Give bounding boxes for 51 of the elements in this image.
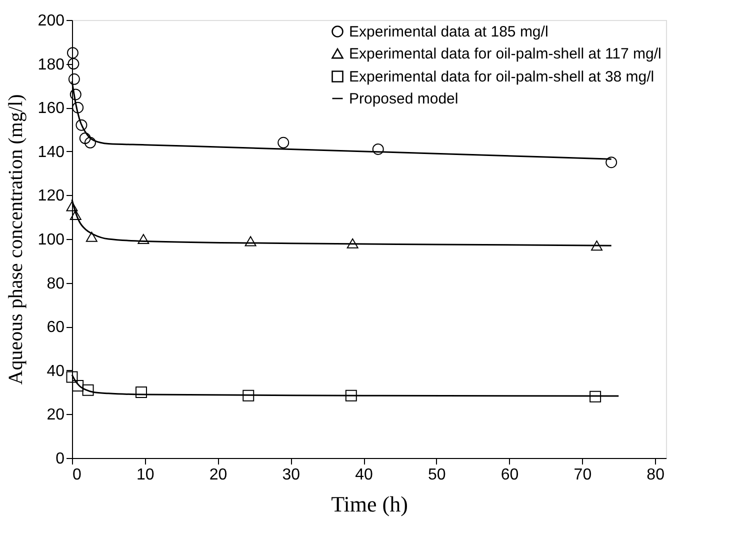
x-tick-label: 60 [500, 466, 519, 484]
legend-label: Experimental data for oil-palm-shell at 117 mg/l [349, 46, 662, 62]
legend-label: Experimental data at 185 mg/l [349, 24, 548, 40]
point [345, 390, 357, 402]
point [66, 371, 78, 383]
y-tick-label: 180 [38, 56, 65, 74]
x-axis-title: Time (h) [331, 492, 408, 516]
point [86, 232, 98, 242]
point [606, 156, 618, 168]
point [76, 119, 88, 131]
point [138, 234, 150, 244]
y-tick-label: 60 [46, 319, 65, 336]
x-tick-label: 70 [574, 466, 592, 484]
x-tick-label: 10 [136, 466, 154, 484]
legend-label: Proposed model [349, 90, 458, 108]
point [372, 143, 384, 155]
y-tick-label: 100 [38, 232, 65, 248]
y-tick-label: 40 [46, 362, 65, 380]
point [68, 73, 80, 85]
y-tick-label: 200 [38, 12, 65, 30]
point [346, 238, 358, 248]
point [84, 136, 96, 148]
legend-label: Experimental data for oil-palm-shell at 38 mg/l [349, 68, 654, 86]
point [70, 88, 82, 100]
point [590, 390, 602, 402]
point [135, 386, 147, 398]
point [244, 236, 256, 246]
x-tick-label: 80 [646, 466, 665, 484]
point [72, 102, 84, 114]
y-axis-title: Aqueous phase concentration (mg/l) [4, 94, 27, 385]
point [66, 201, 78, 212]
y-tick-label: 80 [46, 275, 65, 292]
y-tick-label: 140 [38, 144, 65, 161]
x-tick-label: 40 [355, 466, 374, 484]
y-tick-label: 20 [46, 406, 65, 424]
point [591, 240, 603, 251]
point [242, 390, 254, 402]
x-tick-label: 30 [282, 466, 300, 484]
point [72, 380, 84, 392]
point [79, 132, 91, 144]
point [278, 136, 290, 148]
y-tick-label: 0 [56, 450, 65, 468]
point [82, 384, 94, 396]
y-tick-label: 160 [38, 100, 65, 118]
y-tick-label: 120 [38, 188, 65, 205]
point [70, 210, 82, 220]
x-tick-label: 20 [209, 466, 228, 484]
x-tick-label: 0 [72, 466, 82, 484]
x-tick-label: 50 [428, 466, 446, 484]
point [68, 58, 80, 70]
point [66, 47, 78, 59]
